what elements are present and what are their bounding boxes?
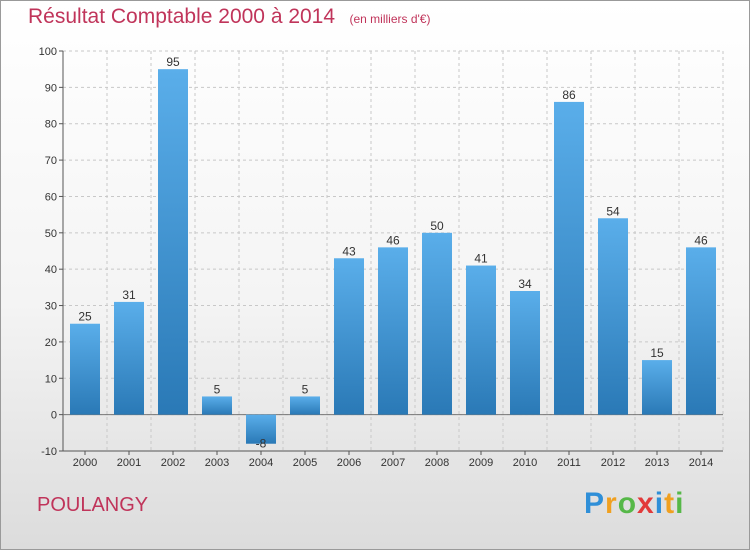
bar <box>642 360 672 415</box>
data-label: 41 <box>474 252 488 266</box>
data-label: 25 <box>78 310 92 324</box>
x-tick-label: 2009 <box>469 457 493 469</box>
y-tick-label: 50 <box>45 228 57 240</box>
bar <box>510 291 540 415</box>
data-label: 43 <box>342 244 356 258</box>
bar <box>334 258 364 415</box>
x-tick-label: 2014 <box>689 457 713 469</box>
x-tick-label: 2002 <box>161 457 185 469</box>
bar <box>466 265 496 415</box>
x-tick-label: 2005 <box>293 457 317 469</box>
y-tick-label: 90 <box>45 82 57 94</box>
data-label: -8 <box>256 437 267 451</box>
x-tick-labels: 2000 2001 2002 2003 2004 2005 2006 2007 2008 2009… <box>73 457 713 469</box>
y-tick-label: 30 <box>45 301 57 313</box>
bar <box>114 301 144 415</box>
y-tick-label: 0 <box>51 410 57 422</box>
data-label: 86 <box>562 88 576 102</box>
data-label: 5 <box>214 382 221 396</box>
brand-letter: t <box>664 487 676 520</box>
x-tick-label: 2011 <box>557 457 581 469</box>
data-label: 46 <box>386 233 400 247</box>
y-tick-label: 80 <box>45 119 57 131</box>
y-tick-label: 10 <box>45 373 57 385</box>
x-tick-label: 2013 <box>645 457 669 469</box>
brand-letter: i <box>654 487 665 520</box>
brand-letter: P <box>584 487 606 520</box>
y-tick-labels: -10 0 10 20 30 40 50 60 70 80 90 100 <box>39 46 57 458</box>
data-label: 15 <box>650 346 664 360</box>
x-tick-label: 2003 <box>205 457 229 469</box>
bar <box>246 414 276 444</box>
data-label: 50 <box>430 219 444 233</box>
y-tick-label: 20 <box>45 337 57 349</box>
data-labels: 25 31 95 5 -8 5 43 46 50 41 34 86 54 15 46 <box>78 55 708 451</box>
x-tick-label: 2007 <box>381 457 405 469</box>
y-tick-label: 40 <box>45 264 57 276</box>
chart-subtitle: (en milliers d'€) <box>349 12 431 26</box>
x-tick-label: 2012 <box>601 457 625 469</box>
x-tick-label: 2008 <box>425 457 449 469</box>
brand-logo: Proxiti <box>584 487 684 521</box>
data-label: 46 <box>694 233 708 247</box>
data-label: 54 <box>606 204 620 218</box>
brand-letter: x <box>637 487 655 520</box>
brand-letter: i <box>675 487 685 520</box>
y-tick-label: 70 <box>45 155 57 167</box>
bar <box>598 218 628 415</box>
bar <box>70 323 100 415</box>
bar <box>158 69 188 415</box>
x-tick-label: 2004 <box>249 457 273 469</box>
data-label: 31 <box>122 288 136 302</box>
title-line: Résultat Comptable 2000 à 2014 (en milli… <box>28 5 430 29</box>
bar <box>686 247 716 415</box>
data-label: 34 <box>518 277 532 291</box>
chart-title: Résultat Comptable 2000 à 2014 <box>28 5 336 28</box>
bar-chart: 25 31 95 5 -8 5 43 46 50 41 34 86 54 15 46 -10 0 10 20 30 4… <box>39 46 724 469</box>
bar <box>378 247 408 415</box>
bar <box>202 396 232 415</box>
x-tick-label: 2001 <box>117 457 141 469</box>
data-label: 5 <box>302 382 309 396</box>
x-tick-label: 2000 <box>73 457 97 469</box>
bars <box>70 69 716 444</box>
brand-letter: o <box>617 487 638 520</box>
y-tick-label: 100 <box>39 46 57 58</box>
x-tick-label: 2010 <box>513 457 537 469</box>
data-label: 95 <box>166 55 180 69</box>
y-tick-label: -10 <box>41 446 57 458</box>
location-name: POULANGY <box>37 494 149 516</box>
x-tick-label: 2006 <box>337 457 361 469</box>
bar <box>422 232 452 415</box>
y-tick-label: 60 <box>45 191 57 203</box>
brand-letter: r <box>605 487 618 520</box>
bar <box>554 101 584 415</box>
bar <box>290 396 320 415</box>
